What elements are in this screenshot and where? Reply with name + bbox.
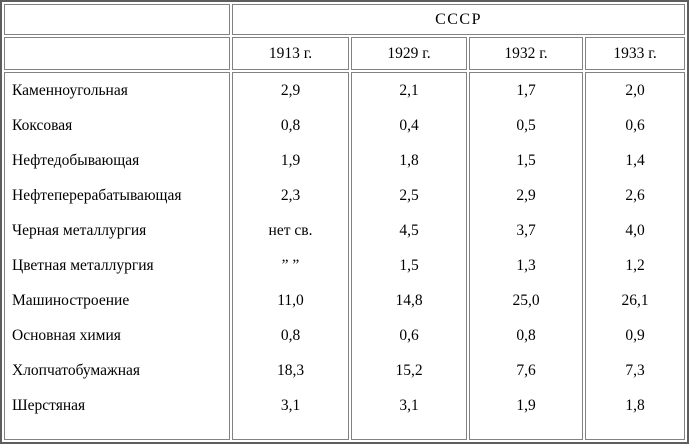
column-header-1932: 1932 г. [469,37,583,70]
values-column-1932: 1,7 0,5 1,5 2,9 3,7 1,3 25,0 0,8 7,6 1,9 [469,72,583,440]
cell-value: 1,8 [625,396,645,414]
cell-value: 14,8 [395,291,423,309]
group-header-row: СССР [4,4,686,35]
cell-value: 1,4 [625,151,645,169]
column-header-1929: 1929 г. [351,37,467,70]
cell-value: 2,9 [280,81,301,99]
cell-value: 3,1 [399,396,419,414]
row-label: Машиностроение [12,291,130,309]
values-column-1913: 2,9 0,8 1,9 2,3 нет св. ” ” 11,0 0,8 18,… [232,72,349,440]
cell-value: 2,3 [280,186,301,204]
cell-value: 1,2 [625,256,645,274]
corner-cell-top [4,4,230,35]
cell-value: 2,9 [516,186,536,204]
cell-value: 1,9 [280,151,301,169]
row-labels-column: Каменноугольная Коксовая Нефтедобывающая… [4,72,230,440]
cell-value: 11,0 [277,291,304,309]
cell-value: 0,9 [625,326,645,344]
cell-value: 1,5 [399,256,419,274]
values-column-1933: 2,0 0,6 1,4 2,6 4,0 1,2 26,1 0,9 7,3 1,8 [585,72,686,440]
cell-value: 0,6 [399,326,419,344]
cell-value: 2,5 [399,186,419,204]
cell-value: 4,0 [625,221,645,239]
cell-value: 18,3 [276,361,305,379]
column-header-1933: 1933 г. [585,37,686,70]
row-label: Цветная металлургия [12,256,154,274]
corner-cell-years [4,37,230,70]
cell-value: 2,1 [399,81,419,99]
row-label: Хлопчатобумажная [12,361,141,379]
cell-value: 1,5 [516,151,536,169]
values-column-1929: 2,1 0,4 1,8 2,5 4,5 1,5 14,8 0,6 15,2 3,… [351,72,467,440]
row-label: Нефтеперерабатывающая [12,186,182,204]
row-label: Коксовая [12,116,73,134]
cell-value: 3,1 [280,396,301,414]
cell-value: 3,7 [516,221,536,239]
group-header-cell: СССР [232,4,686,35]
cell-value: 7,3 [625,361,645,379]
cell-value: 0,8 [280,326,301,344]
cell-value: 1,8 [399,151,419,169]
row-label: Черная металлургия [12,221,147,239]
cell-value: 4,5 [399,221,419,239]
year-header-row: 1913 г. 1929 г. 1932 г. 1933 г. [4,37,686,70]
cell-value: 0,8 [280,116,301,134]
row-label: Нефтедобывающая [12,151,140,169]
cell-value: 1,9 [516,396,536,414]
cell-value: 1,3 [516,256,536,274]
cell-value: 15,2 [395,361,423,379]
row-label: Шерстяная [12,396,86,414]
cell-value: 25,0 [512,291,540,309]
row-label: Основная химия [12,326,121,344]
row-label: Каменноугольная [12,81,128,99]
cell-value: 0,5 [516,116,536,134]
cell-value: 2,6 [625,186,645,204]
cell-value: 0,8 [516,326,536,344]
cell-value: 7,6 [516,361,536,379]
cell-value: ” ” [281,256,300,274]
cell-value: 0,6 [625,116,645,134]
cell-value: 0,4 [399,116,419,134]
table-body-row: Каменноугольная Коксовая Нефтедобывающая… [4,72,686,440]
cell-value: 26,1 [621,291,649,309]
cell-value: нет св. [268,221,313,239]
cell-value: 1,7 [516,81,536,99]
column-header-1913: 1913 г. [232,37,349,70]
cell-value: 2,0 [625,81,645,99]
